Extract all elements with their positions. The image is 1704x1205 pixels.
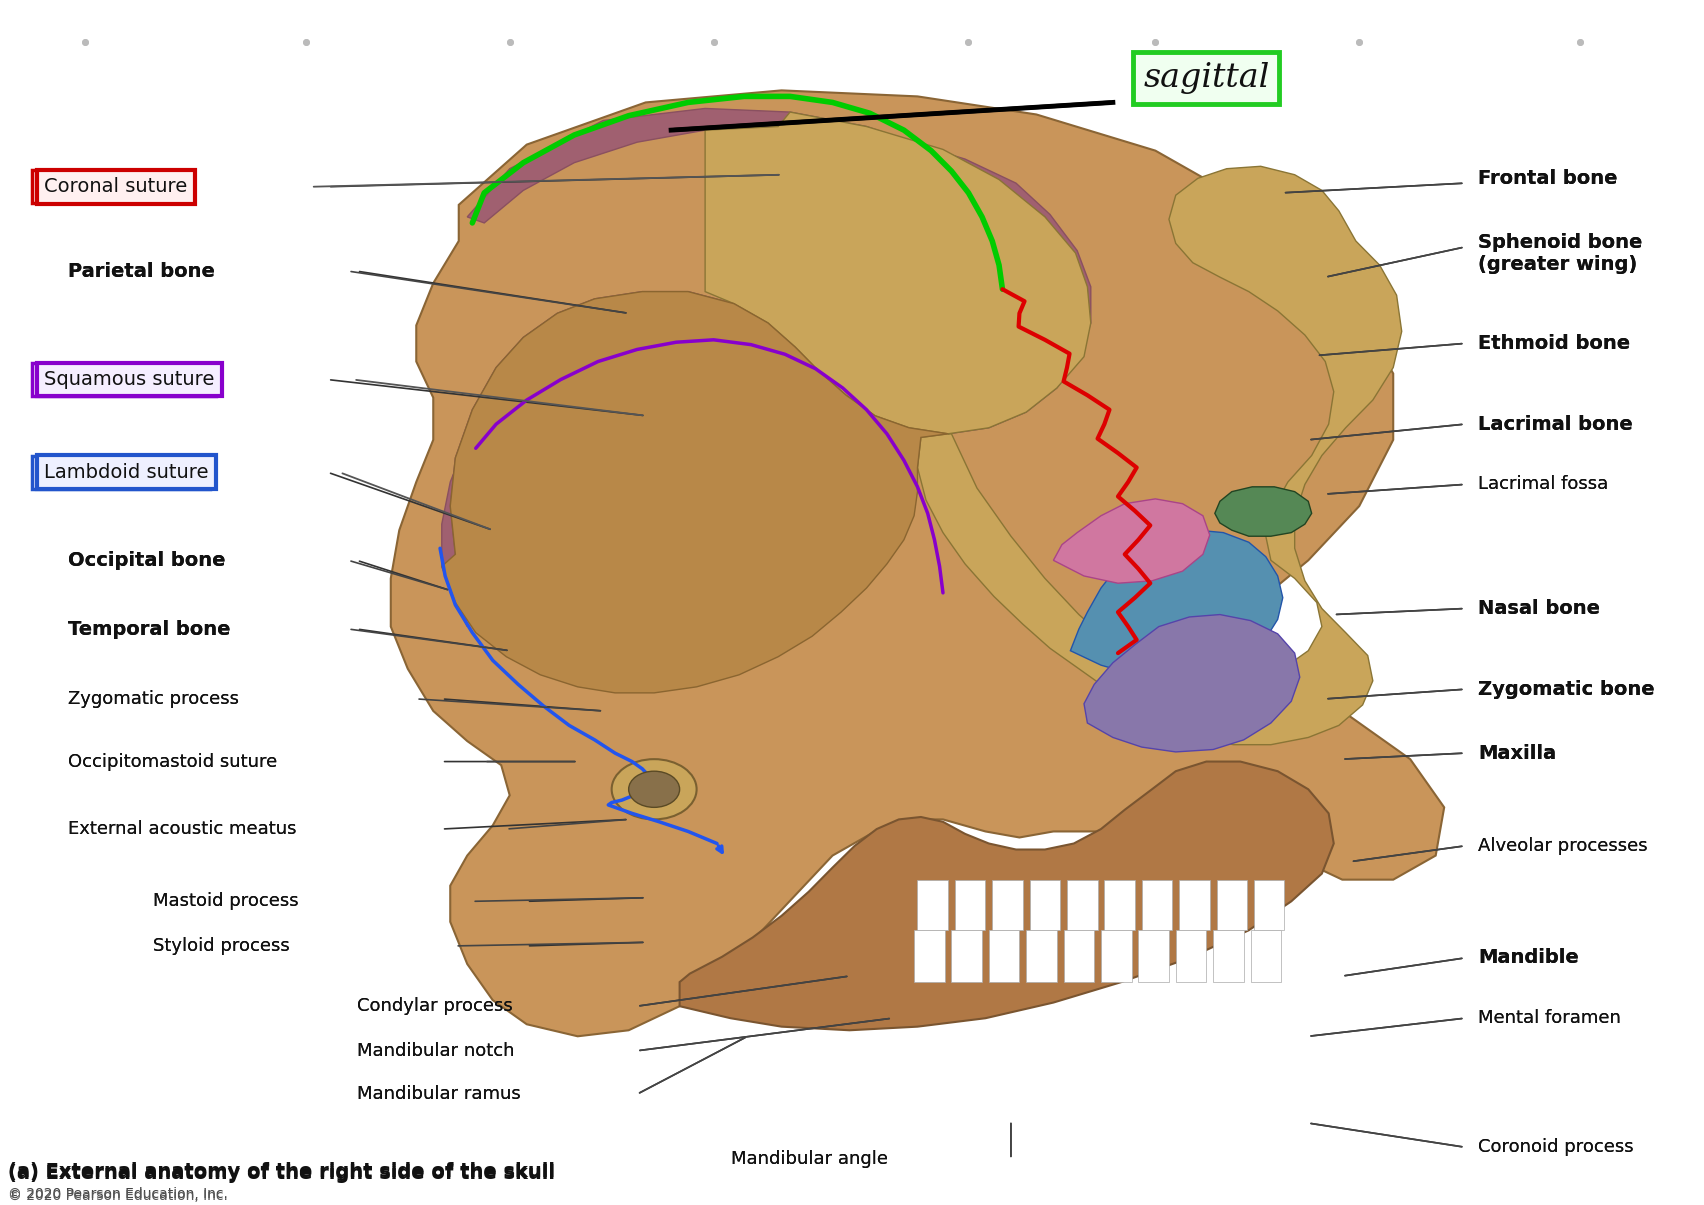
Text: Zygomatic process: Zygomatic process (68, 690, 239, 707)
Bar (954, 880, 985, 930)
Bar (1251, 930, 1281, 982)
Polygon shape (441, 292, 947, 693)
Text: Zygomatic bone: Zygomatic bone (1477, 680, 1655, 699)
Circle shape (612, 759, 697, 819)
Text: sagittal: sagittal (1143, 63, 1269, 94)
Bar (1138, 930, 1169, 982)
Text: Condylar process: Condylar process (356, 998, 513, 1015)
Text: Ethmoid bone: Ethmoid bone (1477, 334, 1631, 353)
Bar (1026, 930, 1056, 982)
Text: Styloid process: Styloid process (153, 937, 290, 954)
Text: External acoustic meatus: External acoustic meatus (68, 821, 296, 837)
Text: Condylar process: Condylar process (356, 998, 513, 1015)
Text: (a) External anatomy of the right side of the skull: (a) External anatomy of the right side o… (9, 1164, 556, 1183)
Text: Coronoid process: Coronoid process (1477, 1139, 1634, 1156)
Text: Occipital bone: Occipital bone (68, 551, 225, 570)
Text: Parietal bone: Parietal bone (68, 261, 215, 281)
Text: Squamous suture: Squamous suture (39, 370, 210, 389)
Text: Nasal bone: Nasal bone (1477, 599, 1600, 618)
Polygon shape (705, 112, 1402, 745)
Text: Mastoid process: Mastoid process (153, 893, 298, 910)
Polygon shape (680, 762, 1334, 1030)
Text: sagittal: sagittal (1148, 63, 1264, 94)
Bar (1142, 880, 1172, 930)
Text: Mandible: Mandible (1477, 948, 1580, 968)
Polygon shape (1215, 487, 1312, 536)
Polygon shape (1070, 530, 1283, 677)
Text: Mandible: Mandible (1477, 948, 1580, 968)
Text: Mandibular notch: Mandibular notch (356, 1042, 515, 1059)
Bar (1217, 880, 1247, 930)
Text: Frontal bone: Frontal bone (1477, 169, 1617, 188)
Bar (917, 880, 947, 930)
Text: Zygomatic process: Zygomatic process (68, 690, 239, 707)
Text: Frontal bone: Frontal bone (1477, 169, 1617, 188)
Circle shape (629, 771, 680, 807)
Text: Sphenoid bone
(greater wing): Sphenoid bone (greater wing) (1477, 233, 1643, 274)
Text: Lacrimal bone: Lacrimal bone (1477, 415, 1632, 434)
Text: Mandibular ramus: Mandibular ramus (356, 1086, 520, 1103)
Polygon shape (390, 90, 1445, 1036)
Bar (1063, 930, 1094, 982)
Polygon shape (1084, 615, 1300, 752)
Bar (1104, 880, 1135, 930)
Text: Mandibular angle: Mandibular angle (731, 1151, 888, 1168)
Text: Lambdoid suture: Lambdoid suture (39, 463, 203, 482)
Text: Lacrimal fossa: Lacrimal fossa (1477, 476, 1609, 493)
Bar (1101, 930, 1131, 982)
Bar (1254, 880, 1285, 930)
Text: Parietal bone: Parietal bone (68, 261, 215, 281)
Bar (913, 930, 944, 982)
Text: Coronal suture: Coronal suture (39, 177, 182, 196)
Text: Mandibular ramus: Mandibular ramus (356, 1086, 520, 1103)
Text: Coronal suture: Coronal suture (44, 177, 187, 196)
Text: Alveolar processes: Alveolar processes (1477, 837, 1648, 854)
Bar (1029, 880, 1060, 930)
Text: Mastoid process: Mastoid process (153, 893, 298, 910)
Text: Mandibular angle: Mandibular angle (731, 1151, 888, 1168)
Text: Sphenoid bone
(greater wing): Sphenoid bone (greater wing) (1477, 233, 1643, 274)
Text: Zygomatic bone: Zygomatic bone (1477, 680, 1655, 699)
Text: Nasal bone: Nasal bone (1477, 599, 1600, 618)
Bar (988, 930, 1019, 982)
Text: Lacrimal bone: Lacrimal bone (1477, 415, 1632, 434)
Text: Ethmoid bone: Ethmoid bone (1477, 334, 1631, 353)
Text: (a) External anatomy of the right side of the skull: (a) External anatomy of the right side o… (9, 1162, 556, 1181)
Text: Alveolar processes: Alveolar processes (1477, 837, 1648, 854)
Bar (1067, 880, 1097, 930)
Polygon shape (441, 108, 1091, 627)
Polygon shape (1053, 499, 1210, 583)
Bar (1179, 880, 1210, 930)
Text: Styloid process: Styloid process (153, 937, 290, 954)
Text: © 2020 Pearson Education, Inc.: © 2020 Pearson Education, Inc. (9, 1187, 228, 1201)
Text: Temporal bone: Temporal bone (68, 619, 230, 639)
Text: Mental foramen: Mental foramen (1477, 1010, 1621, 1027)
Bar (1213, 930, 1244, 982)
Text: Coronoid process: Coronoid process (1477, 1139, 1634, 1156)
Text: Occipitomastoid suture: Occipitomastoid suture (68, 753, 278, 770)
Text: Lambdoid suture: Lambdoid suture (44, 463, 208, 482)
Text: External acoustic meatus: External acoustic meatus (68, 821, 296, 837)
Bar (992, 880, 1022, 930)
Text: Maxilla: Maxilla (1477, 743, 1556, 763)
Text: Temporal bone: Temporal bone (68, 619, 230, 639)
Bar (1176, 930, 1206, 982)
Text: Occipital bone: Occipital bone (68, 551, 225, 570)
Text: Lacrimal fossa: Lacrimal fossa (1477, 476, 1609, 493)
Text: Occipitomastoid suture: Occipitomastoid suture (68, 753, 278, 770)
Text: © 2020 Pearson Education, Inc.: © 2020 Pearson Education, Inc. (9, 1188, 228, 1203)
Bar (951, 930, 982, 982)
Text: Mental foramen: Mental foramen (1477, 1010, 1621, 1027)
Text: Squamous suture: Squamous suture (44, 370, 215, 389)
Text: Mandibular notch: Mandibular notch (356, 1042, 515, 1059)
Text: Maxilla: Maxilla (1477, 743, 1556, 763)
